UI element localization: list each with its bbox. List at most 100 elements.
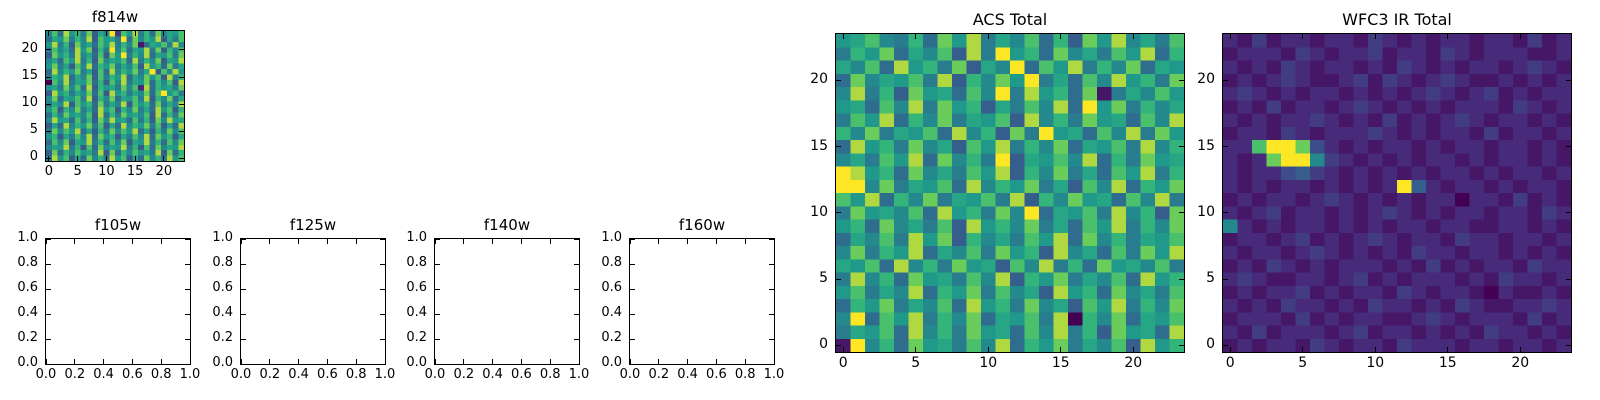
- x-tick-mark: [105, 31, 107, 36]
- y-tick-label: 0.4: [17, 305, 38, 320]
- y-tick-label: 15: [1197, 137, 1215, 154]
- x-tick-label: 1.0: [179, 367, 201, 382]
- x-tick-mark: [384, 239, 386, 244]
- y-tick-mark: [574, 238, 579, 240]
- y-tick-label: 0.4: [601, 305, 622, 320]
- y-tick-mark: [46, 103, 51, 105]
- y-tick-mark: [380, 363, 385, 365]
- y-tick-mark: [1566, 79, 1571, 81]
- x-tick-mark: [269, 239, 271, 244]
- y-tick-mark: [46, 313, 51, 315]
- x-tick-label: 0.6: [317, 367, 338, 382]
- y-tick-mark: [435, 338, 440, 340]
- x-tick-label: 0.0: [619, 367, 641, 382]
- y-tick-mark: [769, 263, 774, 265]
- y-tick-mark: [46, 288, 51, 290]
- x-tick-mark: [842, 34, 844, 39]
- axes-f105w: f105w 0.0 0.2 0.4 0.6 0.8 1.0 0.0 0.2 0.4 0.6 0.8 1…: [17, 216, 200, 382]
- y-tick-mark: [185, 238, 190, 240]
- x-tick-mark: [987, 34, 989, 39]
- plot-title-f105w: f105w: [94, 216, 142, 234]
- x-tick-mark: [74, 239, 76, 244]
- x-tick-mark: [549, 359, 551, 364]
- y-tick-label: 20: [21, 40, 38, 56]
- x-tick-label: 0.0: [230, 367, 252, 382]
- x-tick-label: 10: [979, 355, 998, 371]
- y-tick-mark: [630, 313, 635, 315]
- x-tick-mark: [45, 359, 47, 364]
- y-tick-mark: [769, 338, 774, 340]
- y-tick-label: 0.0: [17, 355, 38, 370]
- y-tick-mark: [630, 263, 635, 265]
- x-tick-mark: [744, 359, 746, 364]
- x-tick-label: 15: [126, 164, 144, 179]
- x-tick-mark: [842, 347, 844, 352]
- y-tick-label: 1.0: [17, 230, 38, 245]
- x-tick-mark: [1132, 34, 1134, 39]
- y-tick-label: 0: [819, 336, 828, 353]
- y-tick-mark: [380, 263, 385, 265]
- x-tick-label: 0.2: [64, 367, 86, 382]
- plot-title-f160w: f160w: [678, 216, 726, 234]
- y-tick-label: 0.2: [601, 330, 622, 345]
- y-tick-label: 20: [1197, 71, 1215, 88]
- x-tick-mark: [687, 239, 689, 244]
- x-tick-mark: [629, 359, 631, 364]
- y-tick-label: 0.8: [212, 255, 233, 270]
- y-tick-mark: [1179, 344, 1184, 346]
- x-tick-label: 10: [1366, 355, 1385, 371]
- x-tick-label: 0: [838, 355, 848, 371]
- y-tick-mark: [630, 288, 635, 290]
- x-tick-mark: [658, 239, 660, 244]
- y-tick-label: 0.4: [212, 305, 233, 320]
- y-tick-mark: [1223, 146, 1228, 148]
- heatmap-image-acs-total: [836, 34, 1184, 352]
- x-tick-mark: [240, 239, 242, 244]
- y-tick-mark: [574, 338, 579, 340]
- y-tick-label: 0.6: [406, 280, 427, 295]
- y-tick-label: 0.0: [212, 355, 233, 370]
- y-tick-mark: [1179, 278, 1184, 280]
- x-tick-mark: [160, 359, 162, 364]
- x-tick-mark: [463, 359, 465, 364]
- y-tick-mark: [1223, 79, 1228, 81]
- x-tick-mark: [1060, 34, 1062, 39]
- x-tick-mark: [189, 239, 191, 244]
- y-tick-label: 5: [29, 122, 38, 138]
- x-tick-label: 5: [911, 355, 921, 371]
- x-tick-mark: [269, 359, 271, 364]
- y-tick-label: 10: [810, 203, 828, 220]
- x-tick-mark: [189, 359, 191, 364]
- x-tick-mark: [715, 359, 717, 364]
- x-tick-mark: [77, 31, 79, 36]
- x-tick-mark: [105, 156, 107, 161]
- y-tick-mark: [836, 212, 841, 214]
- y-tick-label: 5: [1206, 270, 1215, 287]
- y-tick-mark: [185, 313, 190, 315]
- x-tick-mark: [1374, 34, 1376, 39]
- y-tick-mark: [46, 49, 51, 51]
- y-tick-label: 0.2: [17, 330, 38, 345]
- y-tick-mark: [435, 238, 440, 240]
- x-tick-label: 1.0: [763, 367, 785, 382]
- x-tick-label: 20: [1124, 355, 1143, 371]
- x-tick-mark: [103, 239, 105, 244]
- x-tick-label: 0.2: [453, 367, 475, 382]
- x-tick-label: 0.0: [35, 367, 57, 382]
- y-tick-mark: [46, 263, 51, 265]
- y-tick-mark: [574, 263, 579, 265]
- x-tick-mark: [134, 31, 136, 36]
- y-tick-mark: [241, 338, 246, 340]
- heatmap-image-f814w: [46, 31, 184, 161]
- y-tick-mark: [435, 263, 440, 265]
- x-tick-mark: [163, 156, 165, 161]
- axes-f814w: f814w 0 5 10 15 20 0 5 10 15 20: [21, 8, 185, 179]
- x-tick-label: 15: [1438, 355, 1457, 371]
- y-tick-label: 10: [1197, 203, 1215, 220]
- plot-title-f125w: f125w: [289, 216, 337, 234]
- x-tick-label: 0.6: [706, 367, 727, 382]
- y-tick-mark: [1179, 79, 1184, 81]
- x-tick-mark: [629, 239, 631, 244]
- y-tick-label: 15: [810, 137, 828, 154]
